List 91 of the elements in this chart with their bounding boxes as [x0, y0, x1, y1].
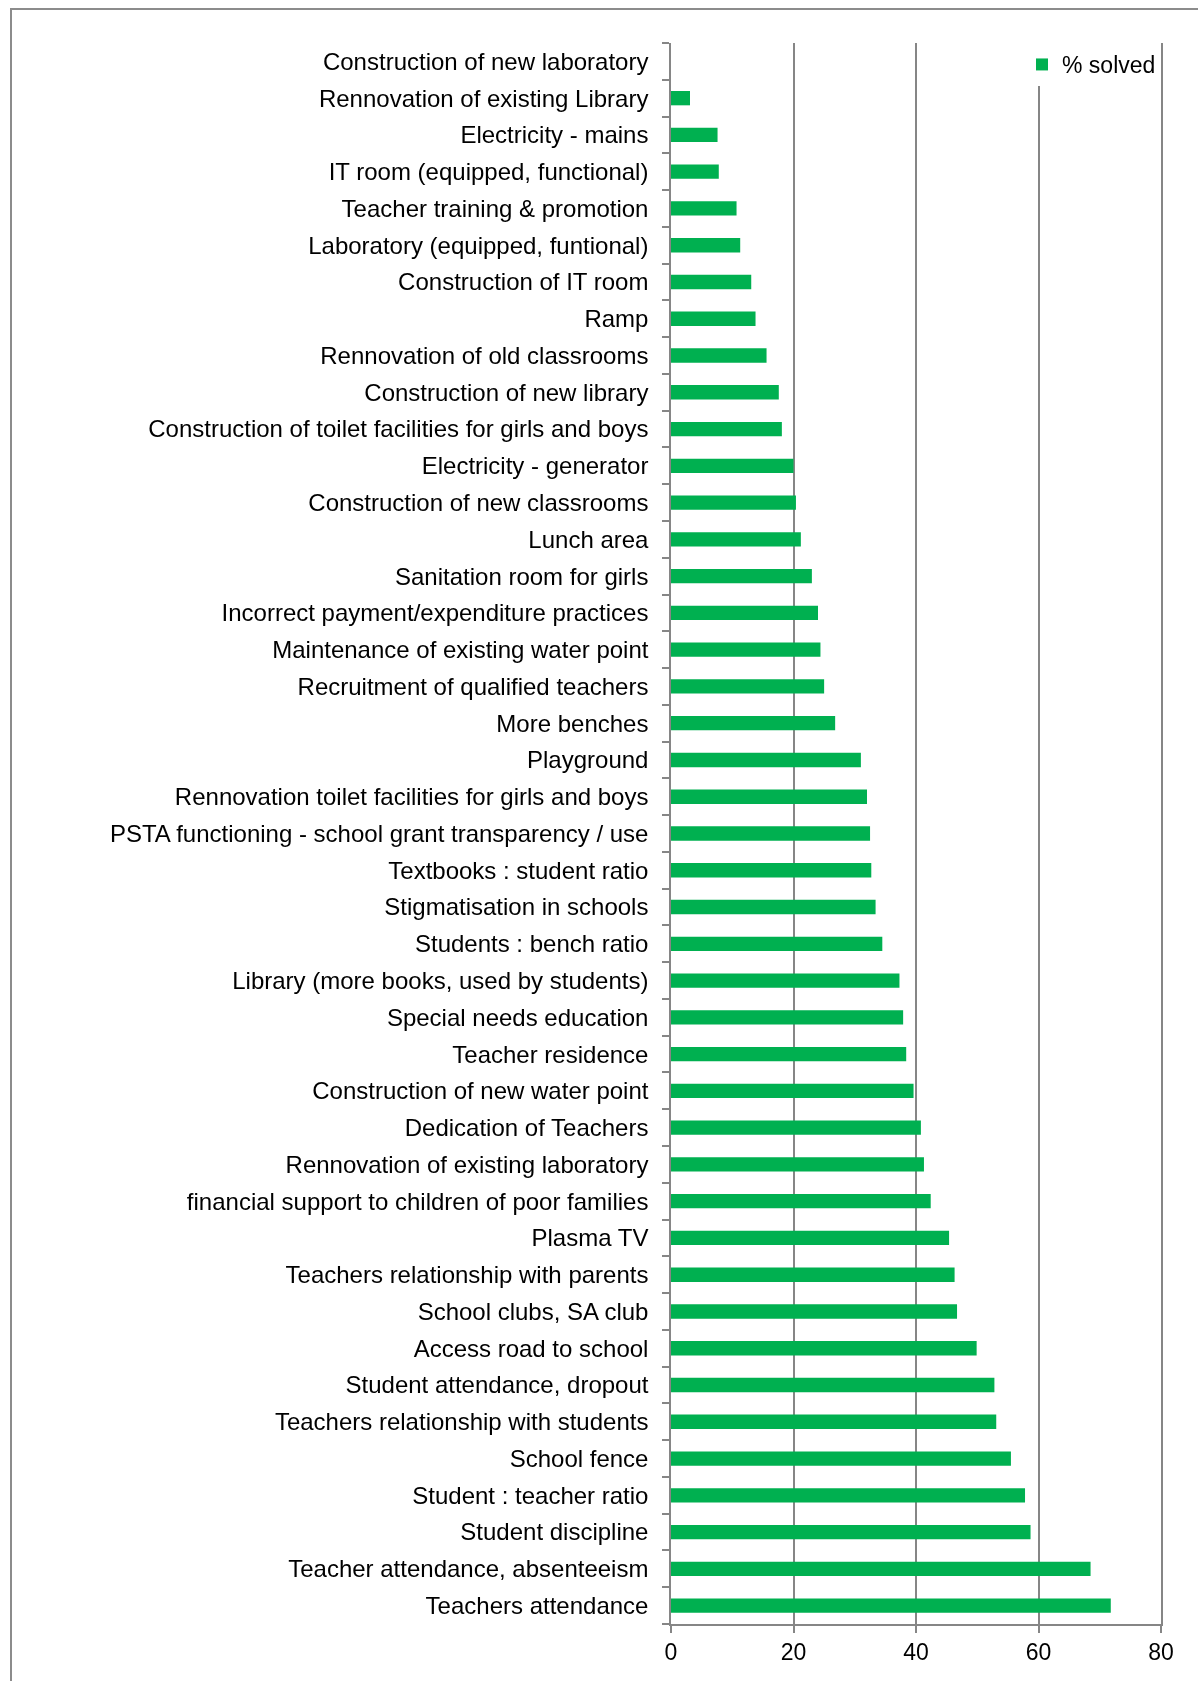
- bar: [671, 568, 812, 584]
- bar: [671, 495, 796, 510]
- y-tick-label: Construction of new water point: [312, 1077, 649, 1105]
- bar: [671, 1046, 907, 1062]
- y-tick-label: Teachers relationship with students: [274, 1408, 649, 1436]
- y-tick-label: Rennovation of old classrooms: [320, 341, 649, 369]
- bar: [671, 826, 871, 841]
- y-tick-label: Textbooks : student ratio: [388, 856, 649, 884]
- bar: [671, 1377, 995, 1393]
- bar: [671, 973, 900, 988]
- bar: [671, 1341, 977, 1356]
- y-tick-label: Lunch area: [528, 525, 650, 553]
- bar: [671, 1414, 997, 1429]
- y-tick-label: Recruitment of qualified teachers: [297, 672, 649, 700]
- bar: [671, 863, 872, 878]
- bar: [671, 274, 752, 290]
- bar: [671, 752, 861, 768]
- y-tick-label: Teacher training & promotion: [341, 194, 649, 222]
- bar: [671, 1524, 1031, 1540]
- x-tick-label: 40: [903, 1639, 929, 1666]
- y-tick-label: Electricity - mains: [460, 121, 649, 149]
- bar: [671, 1598, 1111, 1613]
- x-tick-label: 0: [664, 1639, 678, 1666]
- bar: [671, 1230, 950, 1246]
- y-tick-label: Special needs education: [386, 1003, 649, 1031]
- y-tick-label: Students : bench ratio: [414, 930, 649, 958]
- y-tick-label: financial support to children of poor families: [186, 1187, 649, 1215]
- legend-label: % solved: [1062, 52, 1156, 79]
- bar: [671, 1194, 931, 1209]
- bar: [671, 238, 741, 253]
- y-tick-label: Access road to school: [413, 1334, 649, 1362]
- y-tick-label: PSTA functioning - school grant transparency / use: [109, 819, 649, 847]
- x-tick-label: 20: [780, 1639, 807, 1666]
- bar: [671, 348, 767, 363]
- bar: [671, 127, 718, 143]
- y-tick-label: Ramp: [584, 305, 649, 333]
- bar: [671, 311, 756, 326]
- bar: [671, 1267, 955, 1282]
- bar: [671, 789, 867, 804]
- y-tick-label: Laboratory (equipped, funtional): [308, 231, 649, 259]
- bar: [671, 1451, 1011, 1466]
- y-tick-label: More benches: [496, 709, 649, 737]
- x-tick-label: 60: [1025, 1639, 1052, 1666]
- bar: [671, 899, 876, 915]
- y-tick-label: Plasma TV: [531, 1224, 649, 1252]
- y-tick-label: Sanitation room for girls: [395, 562, 649, 590]
- y-tick-label: Construction of new laboratory: [322, 47, 649, 75]
- bar: [671, 90, 690, 106]
- bar: [671, 605, 818, 621]
- y-tick-label: Maintenance of existing water point: [272, 636, 649, 664]
- bar: [671, 1304, 958, 1319]
- y-tick-label: Construction of toilet facilities for girls and boys: [148, 415, 649, 443]
- bar: [671, 642, 821, 657]
- y-tick-label: School fence: [509, 1444, 649, 1472]
- y-tick-label: Electricity - generator: [421, 452, 649, 480]
- x-tick-label: 80: [1148, 1639, 1174, 1666]
- y-tick-label: Student discipline: [460, 1518, 649, 1546]
- y-tick-label: Construction of new classrooms: [308, 488, 649, 516]
- y-tick-label: Teachers attendance: [425, 1592, 649, 1620]
- bar: [671, 458, 794, 473]
- bar: [671, 1488, 1026, 1503]
- bar: [671, 532, 801, 547]
- y-tick-label: Student : teacher ratio: [412, 1481, 649, 1509]
- bar: [671, 201, 737, 216]
- y-tick-label: IT room (equipped, functional): [328, 158, 649, 186]
- bar: [671, 1561, 1091, 1577]
- y-tick-label: Rennovation of existing Library: [318, 84, 649, 112]
- bar: [671, 679, 825, 694]
- bar: [671, 1120, 921, 1135]
- bar: [671, 936, 883, 951]
- y-tick-label: Teacher attendance, absenteeism: [288, 1555, 649, 1583]
- y-tick-label: Library (more books, used by students): [232, 966, 649, 994]
- y-tick-label: Student attendance, dropout: [345, 1371, 649, 1399]
- bar: [671, 716, 836, 731]
- bar: [671, 1157, 924, 1172]
- bar: [671, 1083, 914, 1099]
- y-tick-label: Rennovation of existing laboratory: [285, 1150, 649, 1178]
- y-tick-label: Construction of new library: [364, 378, 649, 406]
- y-tick-label: Dedication of Teachers: [404, 1114, 649, 1142]
- bar: [671, 421, 782, 437]
- y-tick-label: Teachers relationship with parents: [285, 1261, 649, 1289]
- bar: [671, 164, 719, 179]
- y-tick-label: Rennovation toilet facilities for girls and boys: [174, 783, 649, 811]
- y-tick-label: Playground: [527, 746, 649, 774]
- bar: [671, 385, 779, 400]
- bar: [671, 1010, 904, 1025]
- y-tick-label: Construction of IT room: [398, 268, 649, 296]
- y-tick-label: Incorrect payment/expenditure practices: [221, 599, 649, 627]
- y-tick-label: Teacher residence: [452, 1040, 649, 1068]
- y-tick-label: School clubs, SA club: [417, 1297, 649, 1325]
- y-tick-label: Stigmatisation in schools: [384, 893, 649, 921]
